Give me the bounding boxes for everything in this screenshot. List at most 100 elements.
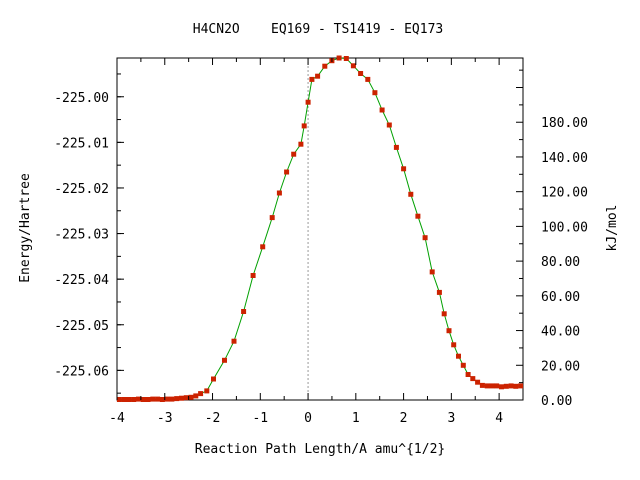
data-point <box>513 383 519 389</box>
data-point <box>140 397 146 402</box>
y-axis-left: -225.06 -225.05 -225.04 -225.03 -225.02 -225.… <box>54 73 124 394</box>
y-left-tick-label: -225.02 <box>54 182 109 197</box>
data-point <box>193 393 199 399</box>
data-point <box>183 395 189 401</box>
y-left-tick-label: -225.00 <box>54 91 109 106</box>
y-left-tick-label: -225.04 <box>54 273 109 288</box>
y-left-tick-label: -225.05 <box>54 319 109 334</box>
x-tick-label: 0 <box>304 411 312 426</box>
data-point <box>518 383 524 389</box>
data-point <box>260 244 266 250</box>
data-point <box>508 383 514 389</box>
y-right-tick-label: 140.00 <box>541 151 588 166</box>
data-point <box>470 376 476 382</box>
data-point <box>188 394 194 400</box>
data-point <box>276 190 282 196</box>
data-point <box>150 396 156 402</box>
data-point <box>315 73 321 79</box>
chart-title: H4CN2O EQ169 - TS1419 - EQ173 <box>193 22 443 37</box>
data-point <box>155 396 161 402</box>
data-point <box>164 396 170 402</box>
data-point <box>494 383 500 389</box>
x-tick-label: -2 <box>205 411 221 426</box>
data-point <box>460 362 466 368</box>
data-point <box>291 151 297 157</box>
x-tick-label: -3 <box>157 411 173 426</box>
y-right-tick-label: 60.00 <box>541 290 580 305</box>
data-point <box>358 71 364 76</box>
data-point <box>499 384 504 390</box>
data-point <box>479 382 485 388</box>
x-tick-label: 4 <box>495 411 503 426</box>
data-point <box>484 383 490 389</box>
data-point <box>309 76 315 82</box>
data-point <box>446 328 452 334</box>
y-right-tick-label: 80.00 <box>541 255 580 270</box>
data-point <box>121 397 127 402</box>
data-point <box>305 99 311 105</box>
x-axis-label: Reaction Path Length/A amu^{1/2} <box>195 442 445 457</box>
data-point <box>436 289 442 295</box>
y-right-tick-label: 100.00 <box>541 220 588 235</box>
data-point <box>415 213 421 219</box>
data-point <box>350 63 356 69</box>
x-tick-label: -4 <box>109 411 125 426</box>
data-point <box>131 397 137 402</box>
data-point <box>136 396 141 402</box>
data-point <box>422 235 428 241</box>
data-point <box>429 269 435 275</box>
data-point <box>401 166 407 172</box>
data-point <box>301 123 307 129</box>
data-point <box>456 353 461 359</box>
data-point <box>159 397 165 402</box>
data-points <box>116 55 524 402</box>
data-point <box>372 90 378 96</box>
data-point <box>489 383 495 389</box>
data-point <box>204 388 210 394</box>
y-left-tick-label: -225.06 <box>54 364 109 379</box>
data-point <box>174 396 180 402</box>
data-point <box>231 338 237 344</box>
data-point <box>116 397 122 402</box>
data-point <box>169 396 175 402</box>
data-point <box>284 169 290 175</box>
x-tick-label: 2 <box>400 411 408 426</box>
data-point <box>269 215 275 221</box>
data-point <box>211 376 216 382</box>
y-axis-left-label: Energy/Hartree <box>18 173 33 283</box>
data-point <box>465 372 471 377</box>
data-point <box>365 76 371 82</box>
data-point <box>451 342 457 348</box>
y-right-tick-label: 40.00 <box>541 325 580 340</box>
x-tick-label: -1 <box>252 411 268 426</box>
data-point <box>241 309 247 314</box>
data-point <box>475 379 481 385</box>
data-point <box>222 357 227 363</box>
plot-frame <box>116 57 524 401</box>
y-right-tick-label: 180.00 <box>541 116 588 131</box>
data-point <box>408 191 414 197</box>
data-point <box>250 273 256 278</box>
data-point <box>198 391 204 397</box>
data-point <box>298 141 304 147</box>
energy-curve <box>119 57 521 401</box>
y-left-tick-label: -225.03 <box>54 228 109 243</box>
x-tick-label: 3 <box>447 411 455 426</box>
y-right-tick-label: 120.00 <box>541 186 588 201</box>
y-axis-right-label: kJ/mol <box>605 205 620 252</box>
y-right-tick-label: 20.00 <box>541 359 580 374</box>
x-axis: -4 -3 -2 -1 0 1 2 3 4 <box>109 58 524 426</box>
data-point <box>322 63 328 69</box>
data-point <box>379 107 385 113</box>
data-point <box>336 55 342 61</box>
data-point <box>343 56 349 61</box>
y-right-tick-label: 0.00 <box>541 394 572 409</box>
y-axis-right: 0.00 20.00 40.00 60.00 80.00 100.00 120.00 140.… <box>516 69 588 409</box>
y-left-tick-label: -225.01 <box>54 136 109 151</box>
data-point <box>179 395 184 401</box>
data-point <box>386 122 392 128</box>
data-point <box>126 397 132 402</box>
data-point <box>441 311 447 317</box>
data-point <box>503 383 509 389</box>
